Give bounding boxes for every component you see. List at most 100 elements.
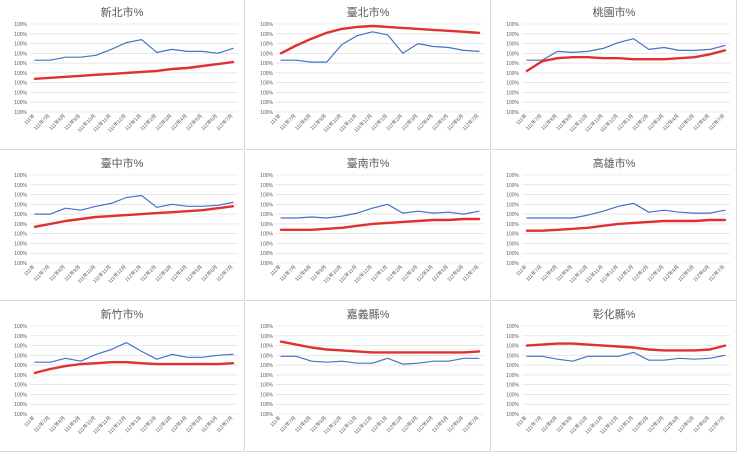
series-line-red <box>33 361 235 375</box>
chart-panel-8: 100% 100% 100% 100% 100% 100% 100% 100% 100% 100%… <box>492 302 737 452</box>
chart-svg: 100% 100% 100% 100% 100% 100% 100% 100% 100% 100%… <box>260 324 484 436</box>
chart-title: 高雄市% <box>592 158 636 170</box>
series-line-red <box>33 205 235 229</box>
y-tick-label: 100% <box>506 193 519 199</box>
chart-svg: 100% 100% 100% 100% 100% 100% 100% 100% 100% 100%… <box>14 22 238 134</box>
y-tick-label: 100% <box>506 373 519 379</box>
y-tick-label: 100% <box>14 90 27 96</box>
y-tick-label: 100% <box>506 261 519 267</box>
y-tick-label: 100% <box>506 81 519 87</box>
series-line-blue <box>526 351 726 362</box>
series-line-red <box>525 218 727 232</box>
y-tick-label: 100% <box>14 22 27 28</box>
chart-panel-0: 100% 100% 100% 100% 100% 100% 100% 100% 100% 100%… <box>0 0 245 150</box>
y-tick-label: 100% <box>14 261 27 267</box>
y-tick-label: 100% <box>506 71 519 77</box>
chart-svg: 100% 100% 100% 100% 100% 100% 100% 100% 100% 100%… <box>506 22 730 134</box>
y-tick-label: 100% <box>260 110 273 116</box>
series-line-red <box>33 60 235 81</box>
series-line-blue <box>526 38 726 61</box>
chart-svg: 100% 100% 100% 100% 100% 100% 100% 100% 100% 100%… <box>260 173 484 285</box>
chart-title: 臺北市% <box>346 7 390 19</box>
y-tick-label: 100% <box>14 100 27 106</box>
chart-svg: 100% 100% 100% 100% 100% 100% 100% 100% 100% 100%… <box>14 324 238 436</box>
y-tick-label: 100% <box>14 241 27 247</box>
y-tick-label: 100% <box>14 110 27 116</box>
y-tick-label: 100% <box>260 71 273 77</box>
y-tick-label: 100% <box>14 51 27 57</box>
y-tick-label: 100% <box>506 212 519 218</box>
y-tick-label: 100% <box>260 193 273 199</box>
series-line-red <box>279 24 481 55</box>
y-tick-label: 100% <box>260 261 273 267</box>
y-tick-label: 100% <box>506 402 519 408</box>
chart-title: 彰化縣% <box>592 309 636 321</box>
y-tick-label: 100% <box>260 90 273 96</box>
chart-svg: 100% 100% 100% 100% 100% 100% 100% 100% 100% 100%… <box>14 173 238 285</box>
y-tick-label: 100% <box>14 202 27 208</box>
y-tick-label: 100% <box>260 392 273 398</box>
chart-panel-5: 100% 100% 100% 100% 100% 100% 100% 100% 100% 100%… <box>492 151 737 301</box>
y-tick-label: 100% <box>506 110 519 116</box>
series-line-blue <box>280 31 480 63</box>
series-line-blue <box>280 203 480 219</box>
y-tick-label: 100% <box>260 344 273 350</box>
y-tick-label: 100% <box>14 173 27 179</box>
y-tick-label: 100% <box>260 353 273 359</box>
y-tick-label: 100% <box>260 100 273 106</box>
x-tick-label: 112年7月 <box>461 414 481 434</box>
y-tick-label: 100% <box>260 81 273 87</box>
x-tick-label: 112年7月 <box>215 112 235 132</box>
y-tick-label: 100% <box>506 344 519 350</box>
y-tick-label: 100% <box>260 61 273 67</box>
y-tick-label: 100% <box>506 22 519 28</box>
y-tick-label: 100% <box>260 212 273 218</box>
series-line-blue <box>34 38 234 61</box>
y-tick-label: 100% <box>14 61 27 67</box>
series-line-blue <box>526 202 726 219</box>
y-tick-label: 100% <box>506 392 519 398</box>
y-tick-label: 100% <box>506 90 519 96</box>
y-tick-label: 100% <box>506 42 519 48</box>
chart-title: 臺南市% <box>346 158 390 170</box>
chart-svg: 100% 100% 100% 100% 100% 100% 100% 100% 100% 100%… <box>506 173 730 285</box>
chart-title: 新竹市% <box>100 309 144 321</box>
y-tick-label: 100% <box>506 61 519 67</box>
y-tick-label: 100% <box>14 402 27 408</box>
y-tick-label: 100% <box>506 251 519 257</box>
y-tick-label: 100% <box>14 212 27 218</box>
series-line-blue <box>34 341 234 363</box>
y-tick-label: 100% <box>260 324 273 330</box>
y-tick-label: 100% <box>260 183 273 189</box>
y-tick-label: 100% <box>14 363 27 369</box>
y-tick-label: 100% <box>260 232 273 238</box>
y-tick-label: 100% <box>506 363 519 369</box>
y-tick-label: 100% <box>14 71 27 77</box>
chart-panel-1: 100% 100% 100% 100% 100% 100% 100% 100% 100% 100%… <box>246 0 491 150</box>
y-tick-label: 100% <box>506 51 519 57</box>
y-tick-label: 100% <box>14 251 27 257</box>
chart-panel-7: 100% 100% 100% 100% 100% 100% 100% 100% 100% 100%… <box>246 302 491 452</box>
y-tick-label: 100% <box>260 173 273 179</box>
y-tick-label: 100% <box>14 222 27 228</box>
y-tick-label: 100% <box>14 324 27 330</box>
y-tick-label: 100% <box>14 232 27 238</box>
x-tick-label: 112年7月 <box>215 263 235 283</box>
y-tick-label: 100% <box>260 202 273 208</box>
y-tick-label: 100% <box>506 202 519 208</box>
series-line-red <box>525 49 727 73</box>
y-tick-label: 100% <box>506 173 519 179</box>
y-tick-label: 100% <box>260 32 273 38</box>
x-tick-label: 112年7月 <box>707 263 727 283</box>
y-tick-label: 100% <box>506 412 519 418</box>
y-tick-label: 100% <box>506 222 519 228</box>
series-line-blue <box>280 355 480 365</box>
y-tick-label: 100% <box>260 222 273 228</box>
y-tick-label: 100% <box>14 392 27 398</box>
chart-panel-6: 100% 100% 100% 100% 100% 100% 100% 100% 100% 100%… <box>0 302 245 452</box>
y-tick-label: 100% <box>260 241 273 247</box>
series-line-blue <box>34 194 234 215</box>
y-tick-label: 100% <box>14 344 27 350</box>
y-tick-label: 100% <box>506 334 519 340</box>
y-tick-label: 100% <box>260 402 273 408</box>
